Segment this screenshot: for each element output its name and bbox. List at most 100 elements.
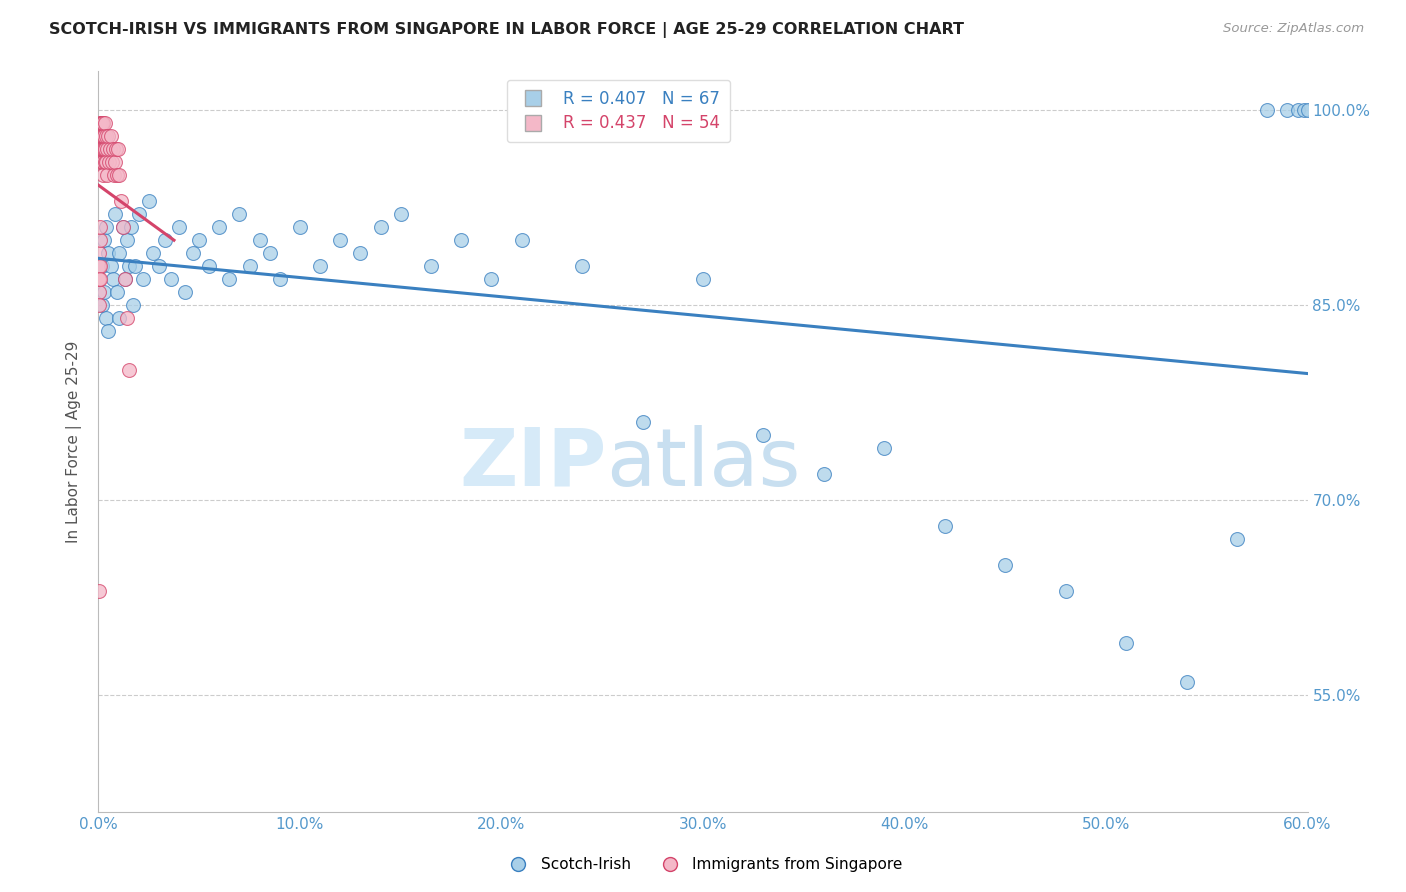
Point (153, 233, 176, 247)
Point (105, 285, 128, 300)
Text: ZIP: ZIP (458, 425, 606, 503)
Point (132, 272, 155, 286)
Point (93, 116, 115, 130)
Point (1277, 103, 1299, 118)
Point (89, 272, 111, 286)
Point (349, 246, 371, 260)
Point (181, 246, 204, 260)
Point (124, 259, 146, 273)
Point (96, 129, 118, 144)
Point (120, 220, 142, 235)
Point (97, 129, 120, 144)
Point (1226, 532, 1249, 546)
Point (93, 233, 115, 247)
Point (89, 116, 111, 130)
Point (107, 142, 129, 156)
Point (90, 142, 112, 156)
Point (94, 155, 117, 169)
Point (752, 428, 775, 442)
Point (96, 168, 118, 182)
Point (100, 129, 122, 144)
Point (370, 220, 392, 235)
Point (87, 285, 110, 300)
Point (93, 155, 115, 169)
Point (631, 415, 654, 429)
Point (188, 233, 211, 247)
Point (90, 116, 112, 130)
Point (994, 558, 1017, 572)
Point (208, 220, 231, 235)
Point (288, 220, 311, 235)
Point (198, 259, 221, 273)
Point (148, 259, 170, 273)
Point (389, 207, 412, 221)
Point (96, 220, 118, 235)
Point (101, 272, 124, 286)
Point (121, 298, 143, 312)
Point (89, 272, 111, 286)
Text: SCOTCH-IRISH VS IMMIGRANTS FROM SINGAPORE IN LABOR FORCE | AGE 25-29 CORRELATION: SCOTCH-IRISH VS IMMIGRANTS FROM SINGAPOR… (49, 22, 965, 38)
Y-axis label: In Labor Force | Age 25-29: In Labor Force | Age 25-29 (66, 341, 83, 542)
Point (510, 233, 533, 247)
Point (481, 272, 503, 286)
Point (89, 259, 111, 273)
Point (87, 272, 110, 286)
Point (96, 142, 118, 156)
Point (118, 259, 141, 273)
Point (89, 155, 111, 169)
Point (93, 285, 115, 300)
Point (218, 272, 240, 286)
Point (94, 142, 117, 156)
Point (160, 272, 183, 286)
Point (1296, 103, 1319, 118)
Point (934, 519, 956, 533)
Point (89, 220, 111, 235)
Text: atlas: atlas (606, 425, 800, 503)
Point (259, 246, 281, 260)
Point (91, 155, 114, 169)
Point (107, 246, 129, 260)
Point (90, 142, 112, 156)
Point (420, 259, 443, 273)
Point (269, 272, 291, 286)
Point (228, 207, 250, 221)
Point (91, 116, 114, 130)
Point (90, 129, 112, 144)
Point (1115, 636, 1137, 650)
Point (91, 129, 114, 144)
Point (89, 583, 111, 598)
Point (111, 220, 134, 235)
Point (103, 207, 125, 221)
Point (128, 207, 150, 221)
Point (93, 142, 115, 156)
Point (249, 233, 271, 247)
Point (118, 363, 141, 377)
Point (1054, 583, 1077, 598)
Point (90, 116, 112, 130)
Point (91, 142, 114, 156)
Point (97, 155, 120, 169)
Point (114, 272, 136, 286)
Point (138, 194, 160, 209)
Point (1292, 103, 1315, 118)
Point (91, 168, 114, 182)
Point (110, 194, 132, 209)
Point (309, 259, 332, 273)
Point (101, 142, 124, 156)
Point (115, 233, 138, 247)
Point (89, 298, 111, 312)
Point (692, 272, 714, 286)
Point (93, 129, 115, 144)
Point (103, 155, 125, 169)
Point (103, 168, 125, 182)
Point (89, 259, 111, 273)
Point (107, 168, 129, 182)
Point (91, 129, 114, 144)
Point (91, 142, 114, 156)
Point (115, 311, 138, 326)
Point (89, 233, 111, 247)
Point (571, 259, 593, 273)
Point (91, 298, 114, 312)
Point (1175, 674, 1198, 689)
Point (98, 142, 121, 156)
